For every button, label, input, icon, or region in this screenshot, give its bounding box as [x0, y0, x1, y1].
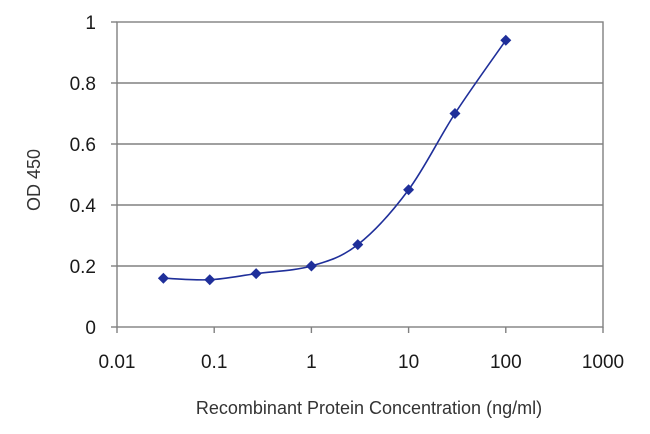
- plot-frame: [111, 21, 604, 333]
- fit-curve: [163, 39, 507, 281]
- data-point: [500, 34, 512, 46]
- x-tick-label: 0.01: [99, 352, 136, 373]
- x-tick-labels: 0.01 0.1 1 10 100 1000: [99, 352, 625, 373]
- x-tick-label: 1: [306, 352, 317, 373]
- grid-layer: [117, 82, 603, 267]
- data-point: [305, 260, 317, 272]
- data-point: [403, 184, 415, 196]
- x-tick-label: 0.1: [201, 352, 227, 373]
- x-axis-title: Recombinant Protein Concentration (ng/ml…: [196, 398, 542, 418]
- data-point: [250, 268, 262, 280]
- data-point: [157, 272, 169, 284]
- y-tick-label: 0.2: [70, 257, 96, 278]
- y-tick-label: 0: [85, 318, 96, 339]
- fit-curve-layer: [163, 39, 507, 281]
- x-tick-label: 10: [398, 352, 419, 373]
- y-tick-label: 1: [85, 13, 96, 34]
- data-point: [449, 108, 461, 119]
- y-tick-label: 0.8: [70, 74, 96, 95]
- data-points-layer: [157, 34, 512, 286]
- y-tick-label: 0.6: [70, 135, 96, 156]
- y-tick-label: 0.4: [70, 196, 97, 217]
- plot-border: [116, 21, 604, 328]
- data-point: [204, 274, 216, 286]
- y-axis-title: OD 450: [24, 149, 44, 211]
- x-tick-label: 100: [490, 352, 522, 373]
- x-tick-label: 1000: [582, 352, 624, 373]
- y-tick-labels: 0 0.2 0.4 0.6 0.8 1: [70, 13, 97, 339]
- data-point: [352, 239, 364, 251]
